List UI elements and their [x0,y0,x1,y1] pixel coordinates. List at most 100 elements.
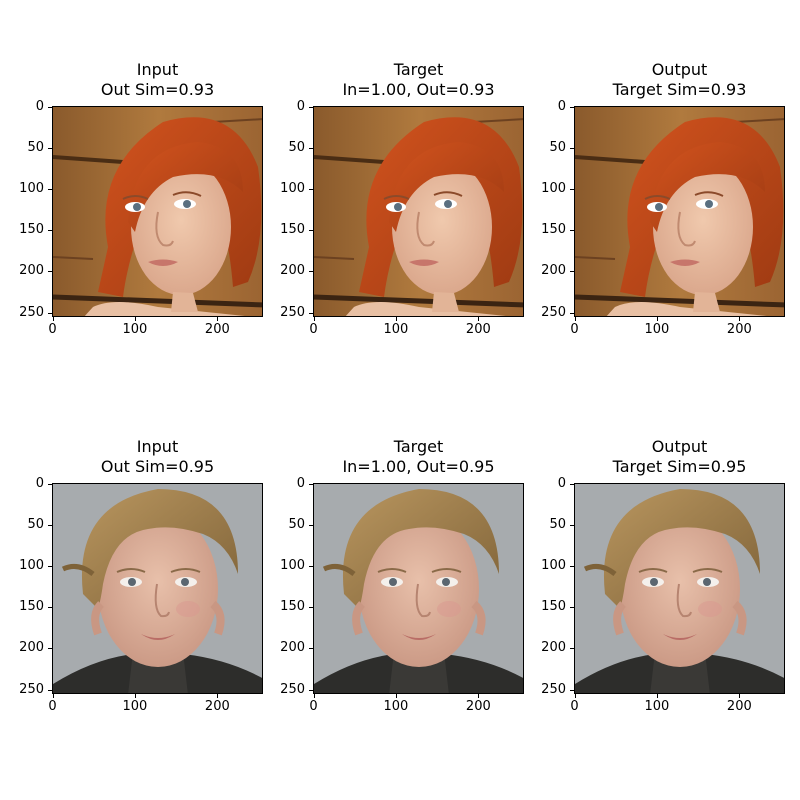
x-tick-mark [656,317,658,321]
x-tick-mark [739,694,741,698]
y-tick-label: 150 [280,599,305,615]
y-tick-label: 0 [296,475,305,491]
x-tick-label: 200 [465,699,491,714]
y-tick-mark [309,565,313,567]
panel-title: Output [651,437,708,456]
image-panel [313,483,524,694]
x-tick-mark [52,317,54,321]
y-tick-mark [309,230,313,232]
panel-title: Target [393,437,444,456]
image-panel [574,483,785,694]
x-tick-label: 200 [465,322,491,337]
x-tick-label: 100 [383,322,409,337]
y-tick-mark [570,483,574,485]
y-tick-mark [570,689,574,691]
axes-frame [574,483,785,694]
x-tick-mark [217,317,219,321]
image-panel [52,483,263,694]
y-tick-mark [309,483,313,485]
x-tick-label: 100 [122,699,148,714]
x-tick-mark [217,694,219,698]
x-tick-mark [313,317,315,321]
y-tick-mark [570,565,574,567]
y-tick-label: 50 [27,516,44,532]
y-tick-label: 100 [280,557,305,573]
y-tick-mark [570,607,574,609]
x-tick-mark [134,317,136,321]
x-tick-label: 200 [726,322,752,337]
image-panel [313,106,524,317]
y-tick-label: 150 [541,599,566,615]
y-tick-label: 250 [280,681,305,697]
y-tick-label: 0 [557,98,566,114]
panel-title: Output [651,60,708,79]
axes-frame [313,483,524,694]
image-panel [52,106,263,317]
y-tick-label: 250 [280,304,305,320]
portrait-image [53,484,262,693]
portrait-image [575,484,784,693]
y-tick-label: 0 [35,98,44,114]
y-tick-label: 200 [19,263,44,279]
y-tick-label: 100 [541,557,566,573]
y-tick-mark [48,230,52,232]
y-tick-label: 200 [541,263,566,279]
x-tick-label: 200 [204,699,230,714]
y-tick-mark [48,147,52,149]
x-tick-label: 100 [644,699,670,714]
y-tick-label: 250 [19,304,44,320]
y-tick-mark [48,565,52,567]
y-tick-label: 150 [19,599,44,615]
x-tick-mark [574,317,576,321]
y-tick-label: 50 [549,139,566,155]
y-tick-label: 150 [541,222,566,238]
y-tick-mark [309,106,313,108]
x-tick-label: 100 [122,322,148,337]
x-tick-label: 0 [48,322,57,337]
panel-subtitle: Target Sim=0.95 [612,457,747,476]
y-tick-mark [309,648,313,650]
y-tick-mark [309,607,313,609]
y-tick-label: 200 [280,640,305,656]
y-tick-mark [48,648,52,650]
y-tick-mark [570,188,574,190]
x-tick-label: 0 [309,322,318,337]
y-tick-label: 150 [19,222,44,238]
x-tick-mark [656,694,658,698]
x-tick-label: 100 [644,322,670,337]
axes-frame [574,106,785,317]
portrait-image [314,107,523,316]
panel-subtitle: Out Sim=0.95 [100,457,215,476]
y-tick-label: 100 [19,180,44,196]
image-panel [574,106,785,317]
y-tick-mark [309,524,313,526]
y-tick-label: 50 [288,516,305,532]
x-tick-label: 200 [726,699,752,714]
y-tick-mark [48,106,52,108]
x-tick-label: 100 [383,699,409,714]
portrait-image [53,107,262,316]
x-tick-mark [52,694,54,698]
panel-subtitle: Target Sim=0.93 [612,80,747,99]
x-tick-label: 0 [48,699,57,714]
x-tick-label: 0 [570,699,579,714]
x-tick-label: 0 [570,322,579,337]
y-tick-label: 100 [541,180,566,196]
axes-frame [52,483,263,694]
y-tick-label: 100 [280,180,305,196]
y-tick-mark [570,312,574,314]
y-tick-label: 200 [19,640,44,656]
x-tick-mark [478,694,480,698]
y-tick-label: 250 [541,681,566,697]
y-tick-mark [309,689,313,691]
y-tick-mark [309,188,313,190]
x-tick-label: 200 [204,322,230,337]
y-tick-mark [570,230,574,232]
y-tick-mark [570,147,574,149]
y-tick-mark [48,312,52,314]
y-tick-mark [570,648,574,650]
y-tick-mark [48,483,52,485]
y-tick-mark [48,271,52,273]
x-tick-mark [739,317,741,321]
x-tick-mark [134,694,136,698]
